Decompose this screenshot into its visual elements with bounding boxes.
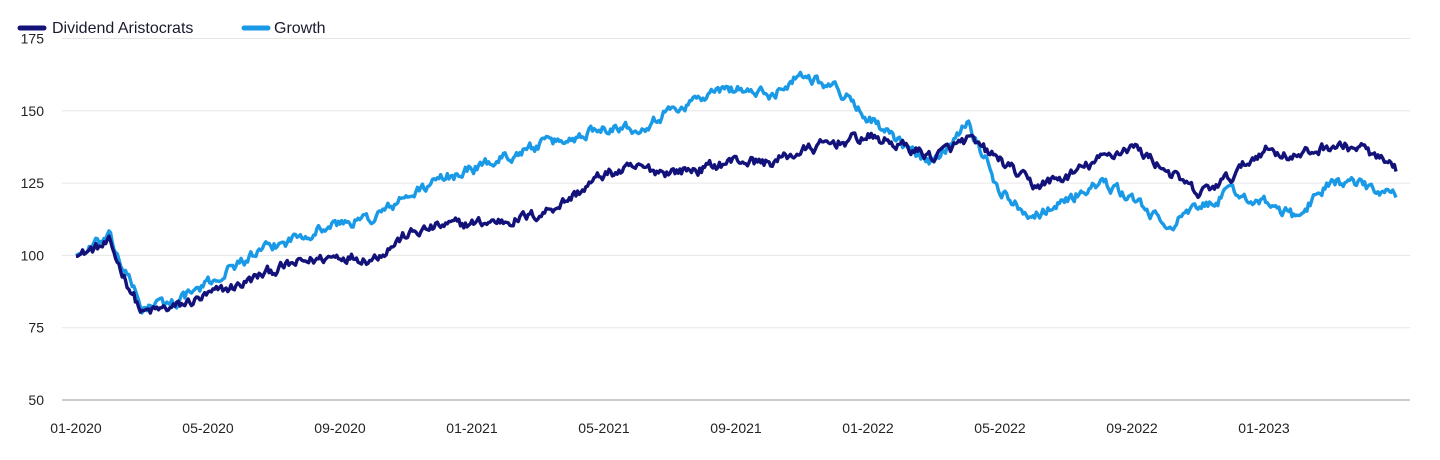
x-tick-label: 05-2021 bbox=[578, 420, 630, 436]
x-tick-label: 01-2023 bbox=[1238, 420, 1290, 436]
legend-item-growth[interactable]: Growth bbox=[241, 20, 326, 37]
y-tick-label: 75 bbox=[28, 320, 44, 336]
gridlines bbox=[62, 37, 1410, 329]
x-tick-label: 09-2021 bbox=[710, 420, 762, 436]
y-axis-tick-labels: 50 75 100 125 150 175 bbox=[21, 30, 45, 408]
series-line-dividend-aristocrats bbox=[75, 131, 1398, 315]
legend-item-dividend-aristocrats[interactable]: Dividend Aristocrats bbox=[17, 20, 193, 37]
y-tick-label: 50 bbox=[28, 392, 44, 408]
legend-label-growth: Growth bbox=[274, 20, 326, 37]
x-axis-tick-labels: 01-2020 05-2020 09-2020 01-2021 05-2021 09-20… bbox=[50, 420, 1290, 436]
x-tick-label: 01-2020 bbox=[50, 420, 102, 436]
legend-label-dividend-aristocrats: Dividend Aristocrats bbox=[52, 20, 193, 37]
y-tick-label: 100 bbox=[21, 247, 45, 263]
x-tick-label: 09-2020 bbox=[314, 420, 366, 436]
x-tick-label: 05-2022 bbox=[974, 420, 1026, 436]
y-tick-label: 125 bbox=[21, 175, 45, 191]
legend: Dividend Aristocrats Growth bbox=[17, 20, 326, 37]
series-line-growth bbox=[75, 70, 1398, 315]
x-tick-label: 09-2022 bbox=[1106, 420, 1158, 436]
y-tick-label: 175 bbox=[21, 30, 45, 46]
series-lines bbox=[75, 70, 1398, 315]
x-tick-label: 01-2022 bbox=[842, 420, 894, 436]
y-tick-label: 150 bbox=[21, 103, 45, 119]
x-tick-label: 01-2021 bbox=[446, 420, 498, 436]
x-tick-label: 05-2020 bbox=[182, 420, 234, 436]
